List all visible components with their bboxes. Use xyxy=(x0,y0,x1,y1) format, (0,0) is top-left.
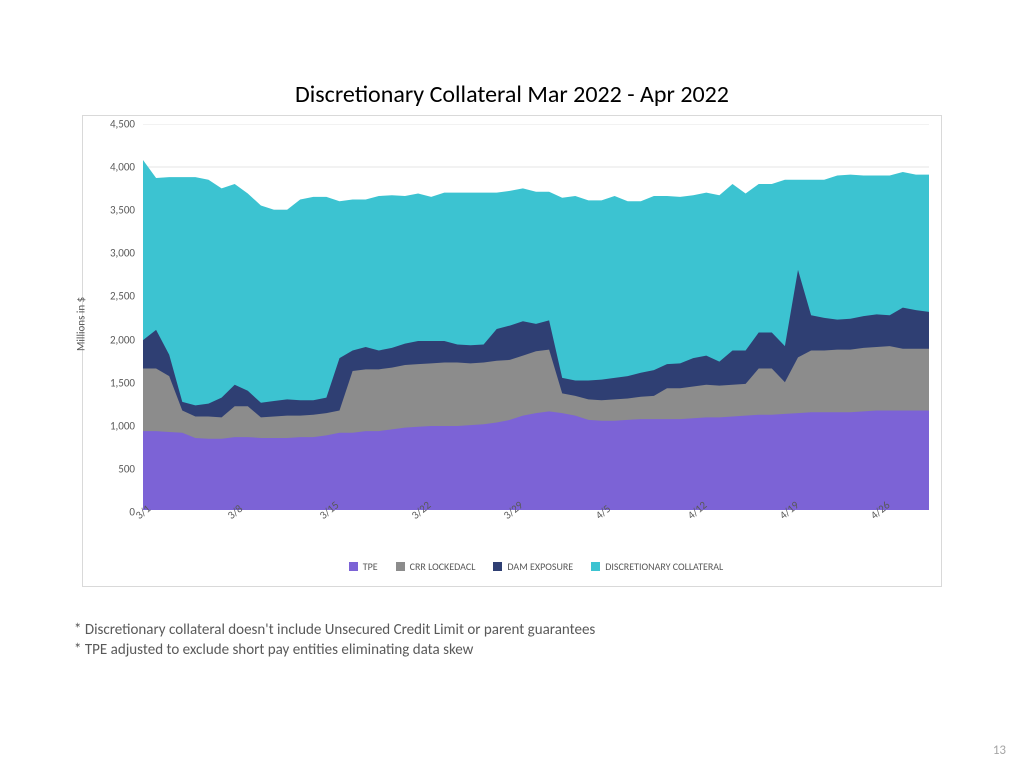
footnotes: * Discretionary collateral doesn't inclu… xyxy=(74,620,950,661)
y-tick-label: 2,500 xyxy=(110,290,135,303)
stacked-area-svg xyxy=(143,124,929,510)
x-ticks: 3/13/83/153/223/294/54/124/194/26 xyxy=(143,512,929,548)
y-tick-label: 2,000 xyxy=(110,333,135,346)
legend-item: CRR LOCKEDACL xyxy=(396,560,476,573)
y-tick-label: 500 xyxy=(118,462,135,475)
legend-swatch xyxy=(591,562,600,571)
legend: TPE CRR LOCKEDACL DAM EXPOSURE DISCRETIONAR… xyxy=(143,554,929,578)
y-tick-label: 3,500 xyxy=(110,204,135,217)
y-ticks: 05001,0001,5002,0002,5003,0003,5004,0004… xyxy=(83,124,139,510)
legend-item: TPE xyxy=(349,560,378,573)
plot-area xyxy=(143,124,929,510)
footnote-1: * Discretionary collateral doesn't inclu… xyxy=(74,620,950,640)
footnote-2: * TPE adjusted to exclude short pay enti… xyxy=(74,640,950,660)
chart-frame: Millions in $ 05001,0001,5002,0002,5003,… xyxy=(82,115,942,587)
legend-label: TPE xyxy=(363,560,378,573)
legend-item: DISCRETIONARY COLLATERAL xyxy=(591,560,723,573)
legend-item: DAM EXPOSURE xyxy=(493,560,573,573)
y-tick-label: 4,000 xyxy=(110,161,135,174)
legend-label: DISCRETIONARY COLLATERAL xyxy=(605,560,723,573)
slide: Discretionary Collateral Mar 2022 - Apr … xyxy=(0,0,1024,768)
y-tick-label: 1,500 xyxy=(110,376,135,389)
y-tick-label: 3,000 xyxy=(110,247,135,260)
chart-title: Discretionary Collateral Mar 2022 - Apr … xyxy=(0,0,1024,115)
legend-swatch xyxy=(396,562,405,571)
legend-swatch xyxy=(349,562,358,571)
legend-swatch xyxy=(493,562,502,571)
y-tick-label: 1,000 xyxy=(110,419,135,432)
legend-label: DAM EXPOSURE xyxy=(507,560,573,573)
legend-label: CRR LOCKEDACL xyxy=(410,560,476,573)
page-number: 13 xyxy=(993,743,1006,758)
y-tick-label: 4,500 xyxy=(110,118,135,131)
